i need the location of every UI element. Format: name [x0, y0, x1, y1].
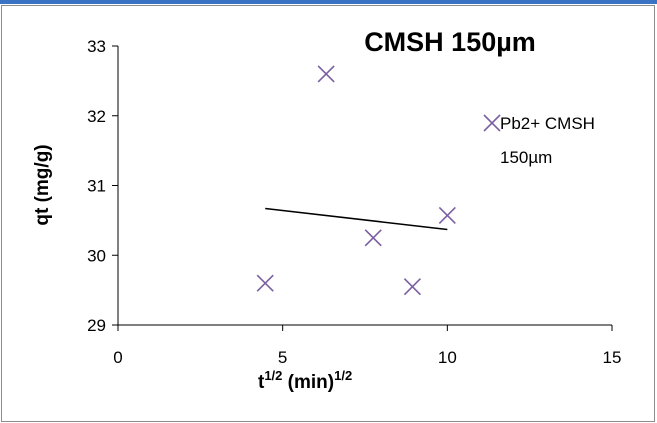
- y-tick-label: 30: [87, 246, 106, 265]
- x-tick-label: 10: [438, 348, 457, 367]
- chart-border: [1, 5, 655, 422]
- x-axis-label-sup2: 1/2: [334, 368, 352, 383]
- legend-marker: [483, 114, 501, 132]
- x-marker-stroke: [403, 278, 421, 296]
- trendline-layer: [265, 207, 448, 231]
- x-marker-stroke: [317, 65, 335, 83]
- x-axis-label: t1/2 (min)1/2: [258, 368, 352, 393]
- y-axis-label: qt (mg/g): [32, 144, 53, 225]
- x-axis-label-sup1: 1/2: [264, 368, 282, 383]
- x-tick-label: 15: [603, 348, 622, 367]
- y-tick-label: 33: [87, 37, 106, 56]
- y-tick-label: 32: [87, 107, 106, 126]
- y-tick-label: 31: [87, 177, 106, 196]
- x-marker-stroke: [256, 274, 274, 292]
- data-points: [256, 65, 456, 296]
- legend-label-line2: 150µm: [500, 148, 552, 167]
- legend-x-marker: [483, 114, 501, 132]
- axes: 29 30 31 32 33 0 5 10 15: [87, 37, 621, 367]
- top-accent-bar: [0, 0, 657, 4]
- x-axis-label-base: t: [258, 372, 265, 393]
- x-marker-stroke: [364, 229, 382, 247]
- data-point: [256, 274, 274, 292]
- data-point: [364, 229, 382, 247]
- legend-label-line1: Pb2+ CMSH: [500, 114, 595, 133]
- x-marker-stroke: [438, 206, 456, 225]
- y-tick-label: 29: [87, 316, 106, 335]
- x-tick-label: 5: [278, 348, 287, 367]
- legend: Pb2+ CMSH 150µm: [483, 114, 595, 167]
- data-point: [403, 278, 421, 296]
- trendline: [265, 207, 448, 231]
- chart-title: CMSH 150µm: [364, 27, 536, 57]
- x-axis-label-middle: (min): [282, 372, 334, 393]
- data-point: [317, 65, 335, 83]
- x-tick-label: 0: [113, 348, 122, 367]
- x-marker-stroke: [483, 114, 501, 132]
- data-point: [438, 206, 456, 225]
